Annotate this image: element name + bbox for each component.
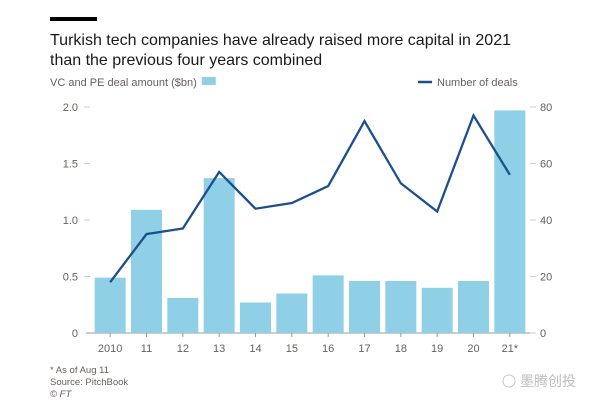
x-axis-tick-label: 19 xyxy=(431,343,443,355)
legend-bar-swatch xyxy=(201,77,216,85)
left-axis-tick-label: 1.5 xyxy=(63,159,78,171)
x-axis-tick-label: 13 xyxy=(213,343,225,355)
right-axis-tick-label: 80 xyxy=(540,102,552,114)
left-axis-tick-label: 2.0 xyxy=(63,102,78,114)
copyright-note: © FT xyxy=(50,389,72,400)
right-axis-tick-label: 20 xyxy=(540,272,552,284)
watermark: 墨腾创投 xyxy=(502,373,576,389)
bar-15 xyxy=(276,293,308,333)
deals-line xyxy=(109,112,511,283)
legend-line-label: Number of deals xyxy=(437,77,518,89)
x-axis-tick-label: 16 xyxy=(322,343,334,355)
bar-13 xyxy=(203,178,235,333)
left-axis-tick-label: 1.0 xyxy=(63,215,78,227)
x-axis-tick-label: 18 xyxy=(395,343,407,355)
bar-18 xyxy=(385,281,417,333)
chart-title-line-1: Turkish tech companies have already rais… xyxy=(50,32,511,49)
x-axis-tick-label: 17 xyxy=(358,343,370,355)
bar-12 xyxy=(167,297,199,333)
x-axis-tick-label: 20 xyxy=(467,343,479,355)
bar-16 xyxy=(312,275,344,333)
bar-2010 xyxy=(94,277,126,333)
header-bar xyxy=(50,17,97,21)
wechat-icon xyxy=(502,374,516,388)
left-axis-tick-label: 0 xyxy=(72,328,78,340)
legend-bar-label: VC and PE deal amount ($bn) xyxy=(50,77,197,89)
x-axis-tick-label: 15 xyxy=(286,343,298,355)
x-axis-tick-label: 21* xyxy=(502,343,519,355)
bar-19 xyxy=(421,287,453,333)
right-axis-tick-label: 0 xyxy=(540,328,546,340)
chart-title-line-2: than the previous four years combined xyxy=(50,52,322,69)
bar-20 xyxy=(458,281,489,333)
footnote: * As of Aug 11 xyxy=(50,365,109,376)
x-axis-tick-label: 2010 xyxy=(98,343,122,355)
bar-17 xyxy=(349,281,380,333)
x-axis-tick-label: 12 xyxy=(177,343,189,355)
x-axis-tick-label: 11 xyxy=(141,343,152,355)
left-axis-tick-label: 0.5 xyxy=(63,272,78,284)
watermark-text: 墨腾创投 xyxy=(520,373,576,389)
bar-14 xyxy=(240,302,271,333)
right-axis-tick-label: 40 xyxy=(540,215,552,227)
right-axis-tick-label: 60 xyxy=(540,159,552,171)
source-note: Source: PitchBook xyxy=(50,377,128,388)
bar-21* xyxy=(494,110,526,333)
x-axis-tick-label: 14 xyxy=(249,343,261,355)
bar-11 xyxy=(131,209,162,333)
